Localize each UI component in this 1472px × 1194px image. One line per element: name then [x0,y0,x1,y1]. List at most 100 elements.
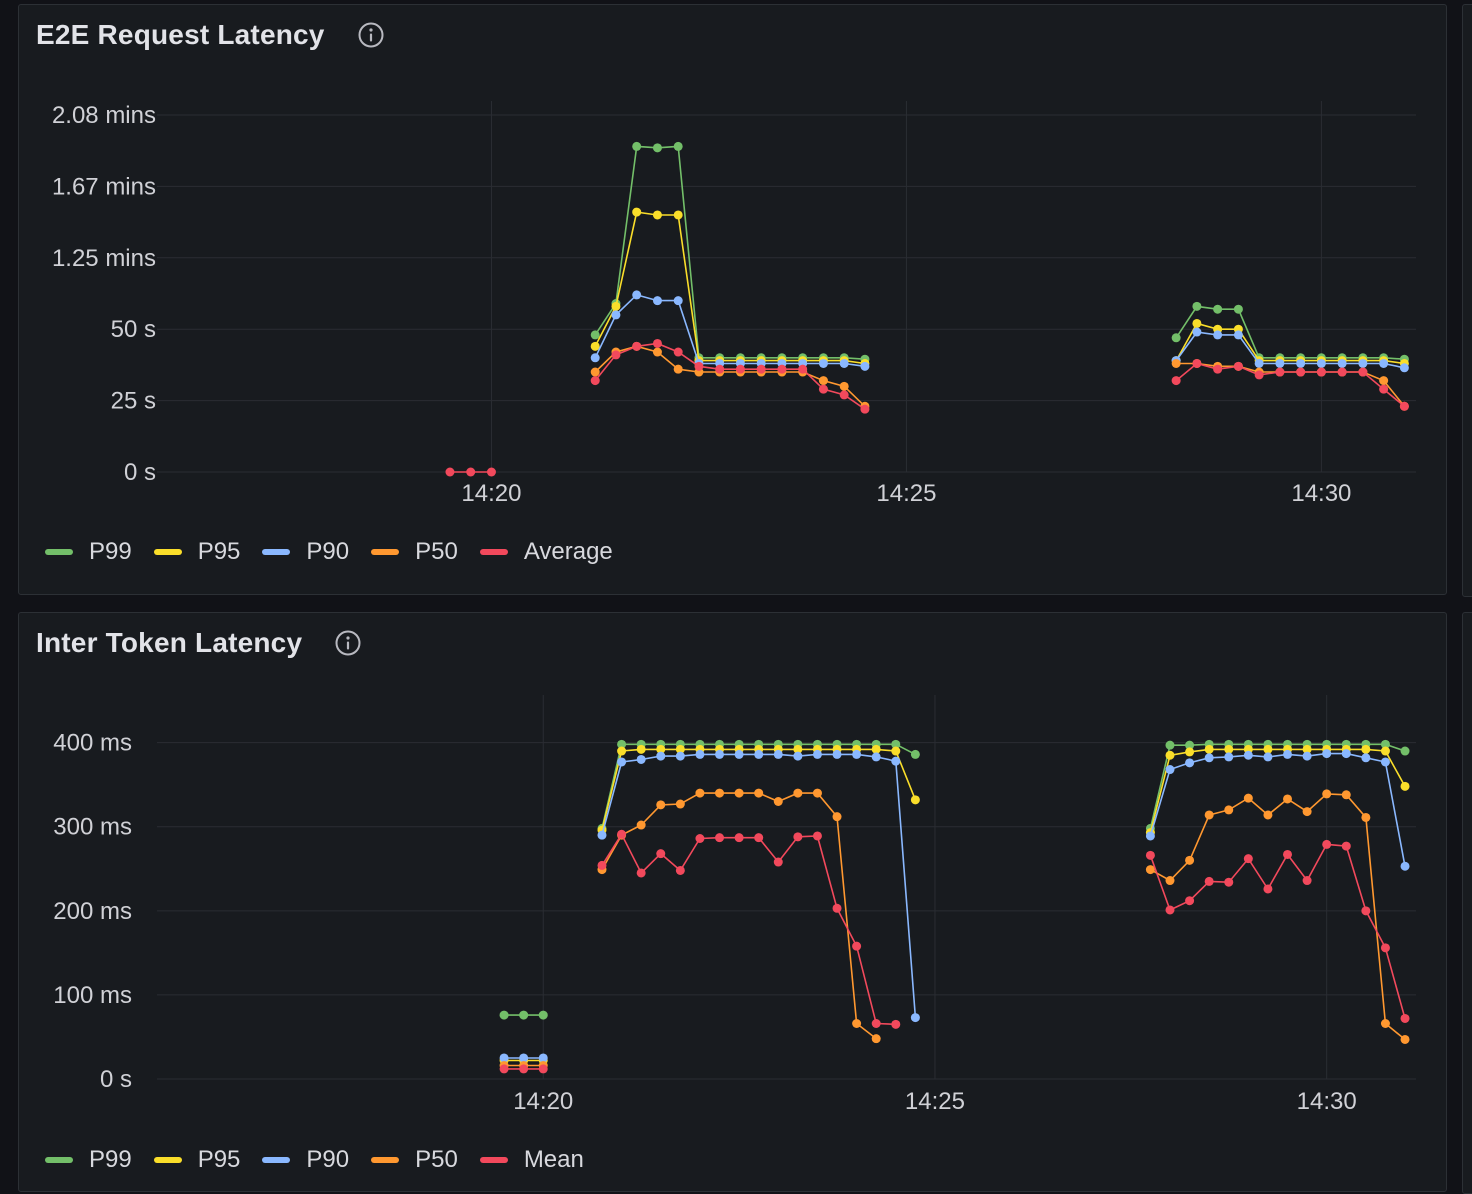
data-point[interactable] [871,744,881,754]
data-point[interactable] [1302,744,1312,754]
data-point[interactable] [734,788,744,798]
data-point[interactable] [1380,943,1390,953]
data-point[interactable] [1171,376,1181,386]
data-point[interactable] [1254,370,1264,380]
data-point[interactable] [632,141,642,151]
data-point[interactable] [652,296,662,306]
data-point[interactable] [891,739,901,749]
data-point[interactable] [1400,1034,1410,1044]
data-point[interactable] [891,746,901,756]
info-circle-icon[interactable] [357,21,385,49]
data-point[interactable] [754,749,764,759]
data-point[interactable] [812,749,822,759]
data-point[interactable] [652,338,662,348]
data-point[interactable] [590,367,600,377]
data-point[interactable] [1283,749,1293,759]
data-point[interactable] [839,390,849,400]
data-point[interactable] [1145,831,1155,841]
data-point[interactable] [519,1053,529,1063]
data-point[interactable] [839,358,849,368]
data-point[interactable] [1185,896,1195,906]
data-point[interactable] [656,849,666,859]
legend-item-p90[interactable]: P90 [262,1146,349,1174]
data-point[interactable] [1224,877,1234,887]
data-point[interactable] [538,1010,548,1020]
data-point[interactable] [590,376,600,386]
data-point[interactable] [632,290,642,300]
data-point[interactable] [1165,750,1175,760]
data-point[interactable] [1361,744,1371,754]
data-point[interactable] [611,301,621,311]
data-point[interactable] [499,1064,509,1074]
data-point[interactable] [675,751,685,761]
data-point[interactable] [1322,789,1332,799]
data-point[interactable] [673,210,683,220]
data-point[interactable] [1171,333,1181,343]
data-point[interactable] [1171,358,1181,368]
data-point[interactable] [695,834,705,843]
data-point[interactable] [675,799,685,809]
data-point[interactable] [1192,327,1202,337]
data-point[interactable] [694,361,704,371]
data-point[interactable] [910,795,920,805]
data-point[interactable] [1400,746,1410,756]
data-point[interactable] [1322,749,1332,759]
data-point[interactable] [1224,744,1234,754]
data-point[interactable] [754,788,764,798]
data-point[interactable] [597,830,607,840]
data-point[interactable] [1213,304,1223,314]
data-point[interactable] [1302,751,1312,761]
data-point[interactable] [1263,810,1273,820]
data-point[interactable] [793,832,803,842]
data-point[interactable] [1337,367,1347,377]
data-point[interactable] [1341,749,1351,759]
data-point[interactable] [1380,746,1390,756]
data-point[interactable] [818,384,828,394]
data-point[interactable] [1283,794,1293,804]
data-point[interactable] [1379,376,1389,386]
data-point[interactable] [499,1010,509,1020]
data-point[interactable] [1185,855,1195,865]
data-point[interactable] [1233,361,1243,371]
data-point[interactable] [798,364,808,374]
data-point[interactable] [1145,850,1155,860]
data-point[interactable] [1361,753,1371,763]
data-point[interactable] [617,757,627,767]
data-point[interactable] [910,1013,920,1023]
data-point[interactable] [636,820,646,830]
data-point[interactable] [818,358,828,368]
data-point[interactable] [1263,752,1273,762]
data-point[interactable] [1192,358,1202,368]
data-point[interactable] [499,1053,509,1063]
data-point[interactable] [597,860,607,870]
data-point[interactable] [1400,1013,1410,1023]
data-point[interactable] [632,341,642,351]
data-point[interactable] [773,797,783,806]
data-point[interactable] [1358,358,1368,368]
data-point[interactable] [1380,1019,1390,1028]
data-point[interactable] [1165,740,1175,750]
legend-item-p99[interactable]: P99 [45,1146,132,1174]
info-circle-icon[interactable] [334,629,362,657]
data-point[interactable] [673,296,683,306]
data-point[interactable] [1358,367,1368,377]
data-point[interactable] [715,788,725,798]
data-point[interactable] [1379,358,1389,368]
data-point[interactable] [636,744,646,754]
data-point[interactable] [590,330,600,340]
data-point[interactable] [1243,793,1253,803]
data-point[interactable] [1399,401,1409,411]
data-point[interactable] [1192,301,1202,311]
data-point[interactable] [1254,358,1264,368]
legend-item-p90[interactable]: P90 [262,538,349,566]
data-point[interactable] [519,1010,529,1020]
data-point[interactable] [1204,753,1214,763]
data-point[interactable] [1316,367,1326,377]
data-point[interactable] [1275,367,1285,377]
data-point[interactable] [734,749,744,759]
data-point[interactable] [1213,330,1223,340]
data-point[interactable] [1224,752,1234,762]
data-point[interactable] [590,353,600,363]
data-point[interactable] [1302,876,1312,886]
legend-item-mean[interactable]: Mean [479,1146,584,1174]
